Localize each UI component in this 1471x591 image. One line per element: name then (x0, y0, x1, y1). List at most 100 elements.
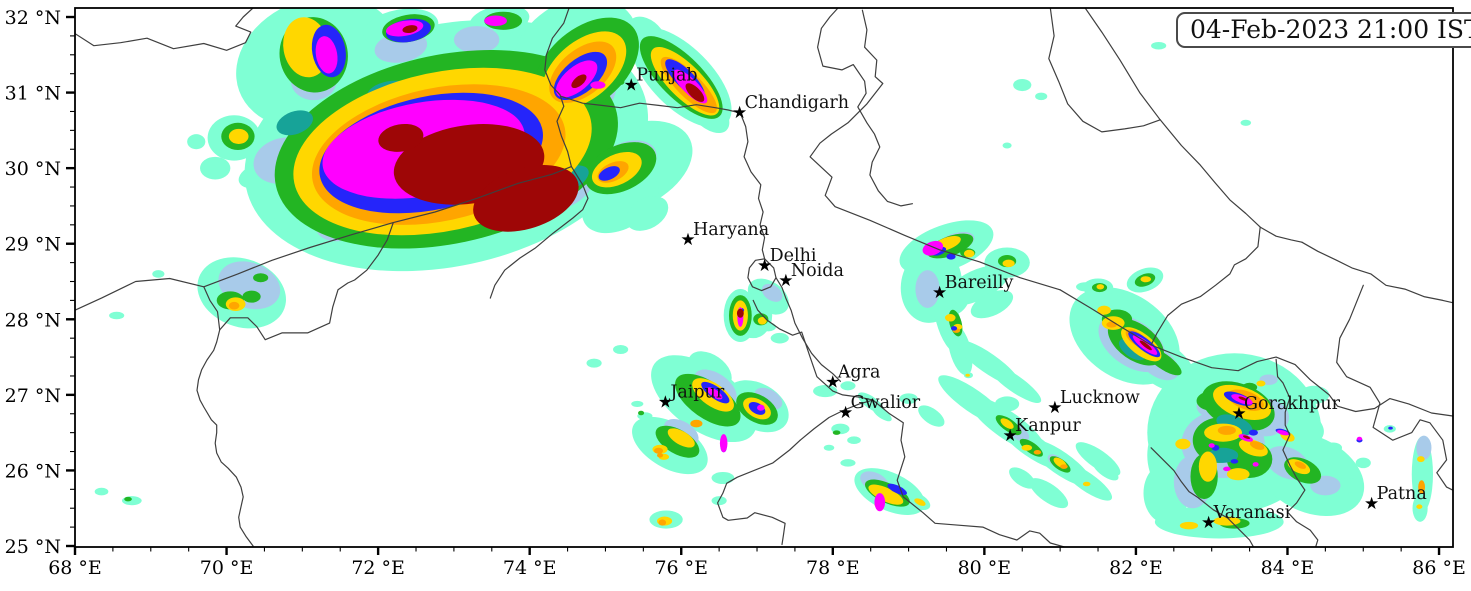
city-label: Gwalior (851, 393, 921, 413)
y-tick-label: 27 °N (5, 385, 61, 407)
precip-cell-rain-level-3 (124, 496, 132, 502)
precip-cell-rain-level-1 (152, 270, 165, 278)
precip-cell-rain-level-1 (711, 471, 735, 485)
x-tick-label: 70 °E (200, 557, 254, 579)
precip-cell-rain-level-1 (1122, 292, 1135, 301)
precip-cell-rain-level-1 (760, 322, 776, 332)
precip-cell-rain-level-9 (1238, 396, 1248, 401)
state-boundary-nepal-west-branch (1150, 226, 1261, 346)
city-markers: ★Punjab★Chandigarh★Haryana★Delhi★Noida★B… (624, 65, 1427, 533)
x-tick-label: 76 °E (654, 557, 708, 579)
precip-cell-rain-level-5 (1000, 418, 1014, 429)
x-tick-label: 72 °E (351, 557, 405, 579)
precip-cell-rain-level-1 (918, 405, 945, 427)
state-boundary-rajasthan-west-border (196, 286, 254, 547)
precip-cell-rain-level-6 (1033, 450, 1042, 455)
precip-cell-rain-level-8 (315, 36, 338, 74)
precip-cell-rain-level-1 (970, 290, 1014, 319)
state-boundary-rajasthan-mp-border (716, 439, 801, 546)
precip-cell-rain-level-1 (1235, 504, 1272, 524)
city-label: Patna (1377, 484, 1427, 504)
precip-cell-rain-level-5 (757, 317, 767, 325)
precip-cell-rain-level-9 (1242, 435, 1251, 439)
precip-cell-rain-level-1 (1086, 300, 1102, 308)
precip-cell-rain-level-1 (770, 332, 789, 344)
city-star-icon: ★ (732, 103, 747, 123)
precip-cell-rain-level-2 (453, 26, 500, 54)
precip-cell-rain-level-8 (706, 387, 723, 400)
state-boundary-china-diagonal (1084, 8, 1303, 243)
city-star-icon: ★ (1003, 426, 1018, 446)
state-boundary-varanasi-line (1150, 447, 1255, 547)
city-star-icon: ★ (1201, 513, 1216, 533)
precip-cell-rain-level-5 (1179, 521, 1199, 530)
precip-cell-rain-level-7 (1230, 459, 1239, 464)
y-tick-label: 28 °N (5, 309, 61, 331)
precip-cell-rain-level-3 (253, 273, 269, 283)
precip-cell-rain-level-1 (1029, 478, 1069, 509)
state-boundary-chambal-link (799, 399, 874, 441)
city-label: Punjab (636, 65, 697, 85)
precip-cell-rain-level-1 (1323, 442, 1343, 454)
city-star-icon: ★ (825, 372, 840, 392)
state-boundary-pk-north-squiggle (75, 8, 254, 51)
x-tick-label: 82 °E (1109, 557, 1163, 579)
precip-cell-rain-level-5 (944, 314, 956, 322)
state-boundary-uttarakhand-diagonal (809, 9, 1061, 291)
city-label: Kanpur (1015, 416, 1081, 436)
precip-cell-rain-level-9 (685, 83, 705, 102)
precip-cell-rain-level-5 (1256, 380, 1266, 387)
precip-cell-rain-level-7 (598, 166, 620, 181)
precip-cell-rain-level-5 (965, 373, 970, 377)
precip-cell-rain-level-6 (1060, 464, 1068, 469)
state-boundary-himachal-west (816, 8, 914, 207)
x-tick-label: 74 °E (503, 557, 557, 579)
precip-cell-rain-level-5 (963, 249, 975, 258)
precip-cell-rain-level-6 (653, 447, 664, 454)
precip-cell-rain-level-1 (1035, 92, 1048, 101)
precip-cell-rain-level-6 (1294, 461, 1307, 469)
city-star-icon: ★ (757, 256, 772, 276)
precip-cell-rain-level-7 (951, 326, 958, 331)
precip-cell-rain-level-5 (1226, 468, 1250, 481)
precip-cell-rain-level-1 (1092, 460, 1119, 481)
city-label: Agra (837, 362, 881, 382)
precip-cell-rain-level-6 (658, 519, 667, 526)
precip-layer (94, 8, 1433, 539)
state-boundary-haryana-line (739, 112, 766, 260)
precip-cell-rain-level-3 (616, 78, 625, 86)
precip-cell-rain-level-1 (631, 400, 644, 407)
precip-cell-rain-level-5 (1002, 259, 1015, 268)
precip-cell-rain-level-5 (1416, 504, 1423, 509)
precip-cell-rain-level-6 (1217, 425, 1236, 435)
precip-cell-rain-level-8 (484, 15, 507, 27)
precip-cell-rain-level-9 (402, 25, 418, 34)
city-label: Gorakhpur (1244, 394, 1341, 414)
precip-cell-rain-level-1 (1076, 282, 1095, 292)
x-tick-label: 78 °E (806, 557, 860, 579)
y-tick-label: 31 °N (5, 83, 61, 105)
state-boundary-thar-border-loop (219, 222, 394, 341)
precip-cell-rain-level-6 (656, 453, 664, 458)
precip-cell-rain-level-1 (1009, 467, 1036, 489)
x-tick-label: 86 °E (1412, 557, 1466, 579)
axis-ticks: 68 °E 70 °E 72 °E 74 °E 76 °E 78 °E 80 °E 82 °E… (5, 7, 1466, 579)
precip-cell-rain-level-1 (626, 196, 669, 231)
precip-cell-rain-level-1 (109, 311, 125, 320)
precip-cell-rain-level-1 (847, 436, 861, 444)
precip-cell-rain-level-5 (1417, 456, 1425, 463)
precip-cell-rain-level-5 (1097, 305, 1111, 315)
city-star-icon: ★ (932, 283, 947, 303)
x-tick-label: 80 °E (958, 557, 1012, 579)
x-tick-label: 68 °E (48, 557, 102, 579)
precip-cell-rain-level-8 (757, 404, 765, 411)
precip-cell-rain-level-3 (638, 410, 645, 416)
city-star-icon: ★ (680, 230, 695, 250)
city-label: Jaipur (668, 383, 725, 403)
y-tick-label: 29 °N (5, 234, 61, 256)
precip-cell-rain-level-9 (378, 123, 424, 152)
timestamp-badge: 04-Feb-2023 21:00 IST (1176, 12, 1471, 48)
precip-cell-rain-level-1 (1355, 457, 1371, 469)
precip-cell-rain-level-6 (690, 419, 703, 428)
